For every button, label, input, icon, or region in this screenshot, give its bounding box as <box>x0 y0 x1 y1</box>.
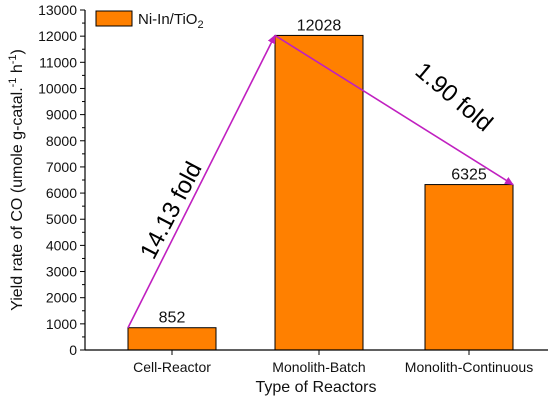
y-tick-label: 2000 <box>46 290 77 306</box>
y-tick-label: 10000 <box>38 80 77 96</box>
annotation-fold-1: 14.13 fold <box>135 158 208 264</box>
fold-arrow <box>127 34 276 329</box>
legend-label-main: Ni-In/TiO <box>138 11 197 28</box>
y-axis-title: Yield rate of CO (umole g-catal.-1 h-1) <box>7 49 26 311</box>
x-axis-title: Type of Reactors <box>256 379 377 396</box>
y-axis-title-sup1: -1 <box>7 78 19 88</box>
y-tick-label: 12000 <box>38 28 77 44</box>
y-tick-label: 7000 <box>46 159 77 175</box>
y-tick-label: 4000 <box>46 237 77 253</box>
data-label: 6325 <box>451 167 487 184</box>
bars <box>127 34 514 351</box>
x-tick-label: Monolith-Continuous <box>405 359 533 375</box>
legend-label: Ni-In/TiO2 <box>138 11 204 31</box>
y-tick-label: 1000 <box>46 316 77 332</box>
x-tick-label: Cell-Reactor <box>133 359 211 375</box>
annotation-fold-2: 1.90 fold <box>410 57 498 137</box>
fold-arrow <box>274 34 514 186</box>
legend: Ni-In/TiO2 <box>95 10 204 31</box>
fold-arrows <box>127 34 514 329</box>
x-axis-ticks: Cell-Reactor Monolith-Batch Monolith-Conti… <box>133 350 533 375</box>
data-label: 852 <box>159 310 186 327</box>
x-tick-label: Monolith-Batch <box>272 359 365 375</box>
data-labels: 852 12028 6325 <box>159 17 487 326</box>
bar-monolith-batch <box>274 34 364 351</box>
y-tick-label: 13000 <box>38 2 77 18</box>
y-tick-label: 8000 <box>46 133 77 149</box>
data-label: 12028 <box>297 17 342 34</box>
y-tick-label: 5000 <box>46 211 77 227</box>
legend-label-subscript: 2 <box>197 19 203 31</box>
bar-cell-reactor <box>127 327 217 351</box>
y-tick-label: 11000 <box>39 54 77 70</box>
y-tick-label: 0 <box>69 342 77 358</box>
y-axis-ticks: 0 1000 2000 3000 4000 5000 6000 7000 8000 9000 100… <box>38 2 85 358</box>
y-axis-title-unit: h <box>9 64 26 77</box>
legend-swatch <box>95 10 133 27</box>
y-axis-title-sup2: -1 <box>7 54 19 64</box>
y-axis-title-close: ) <box>9 49 26 54</box>
y-tick-label: 6000 <box>46 185 77 201</box>
y-axis-title-main: Yield rate of CO (umole g-catal. <box>9 87 26 311</box>
bar-monolith-continuous <box>424 184 514 351</box>
y-tick-label: 9000 <box>46 107 77 123</box>
y-tick-label: 3000 <box>46 264 77 280</box>
